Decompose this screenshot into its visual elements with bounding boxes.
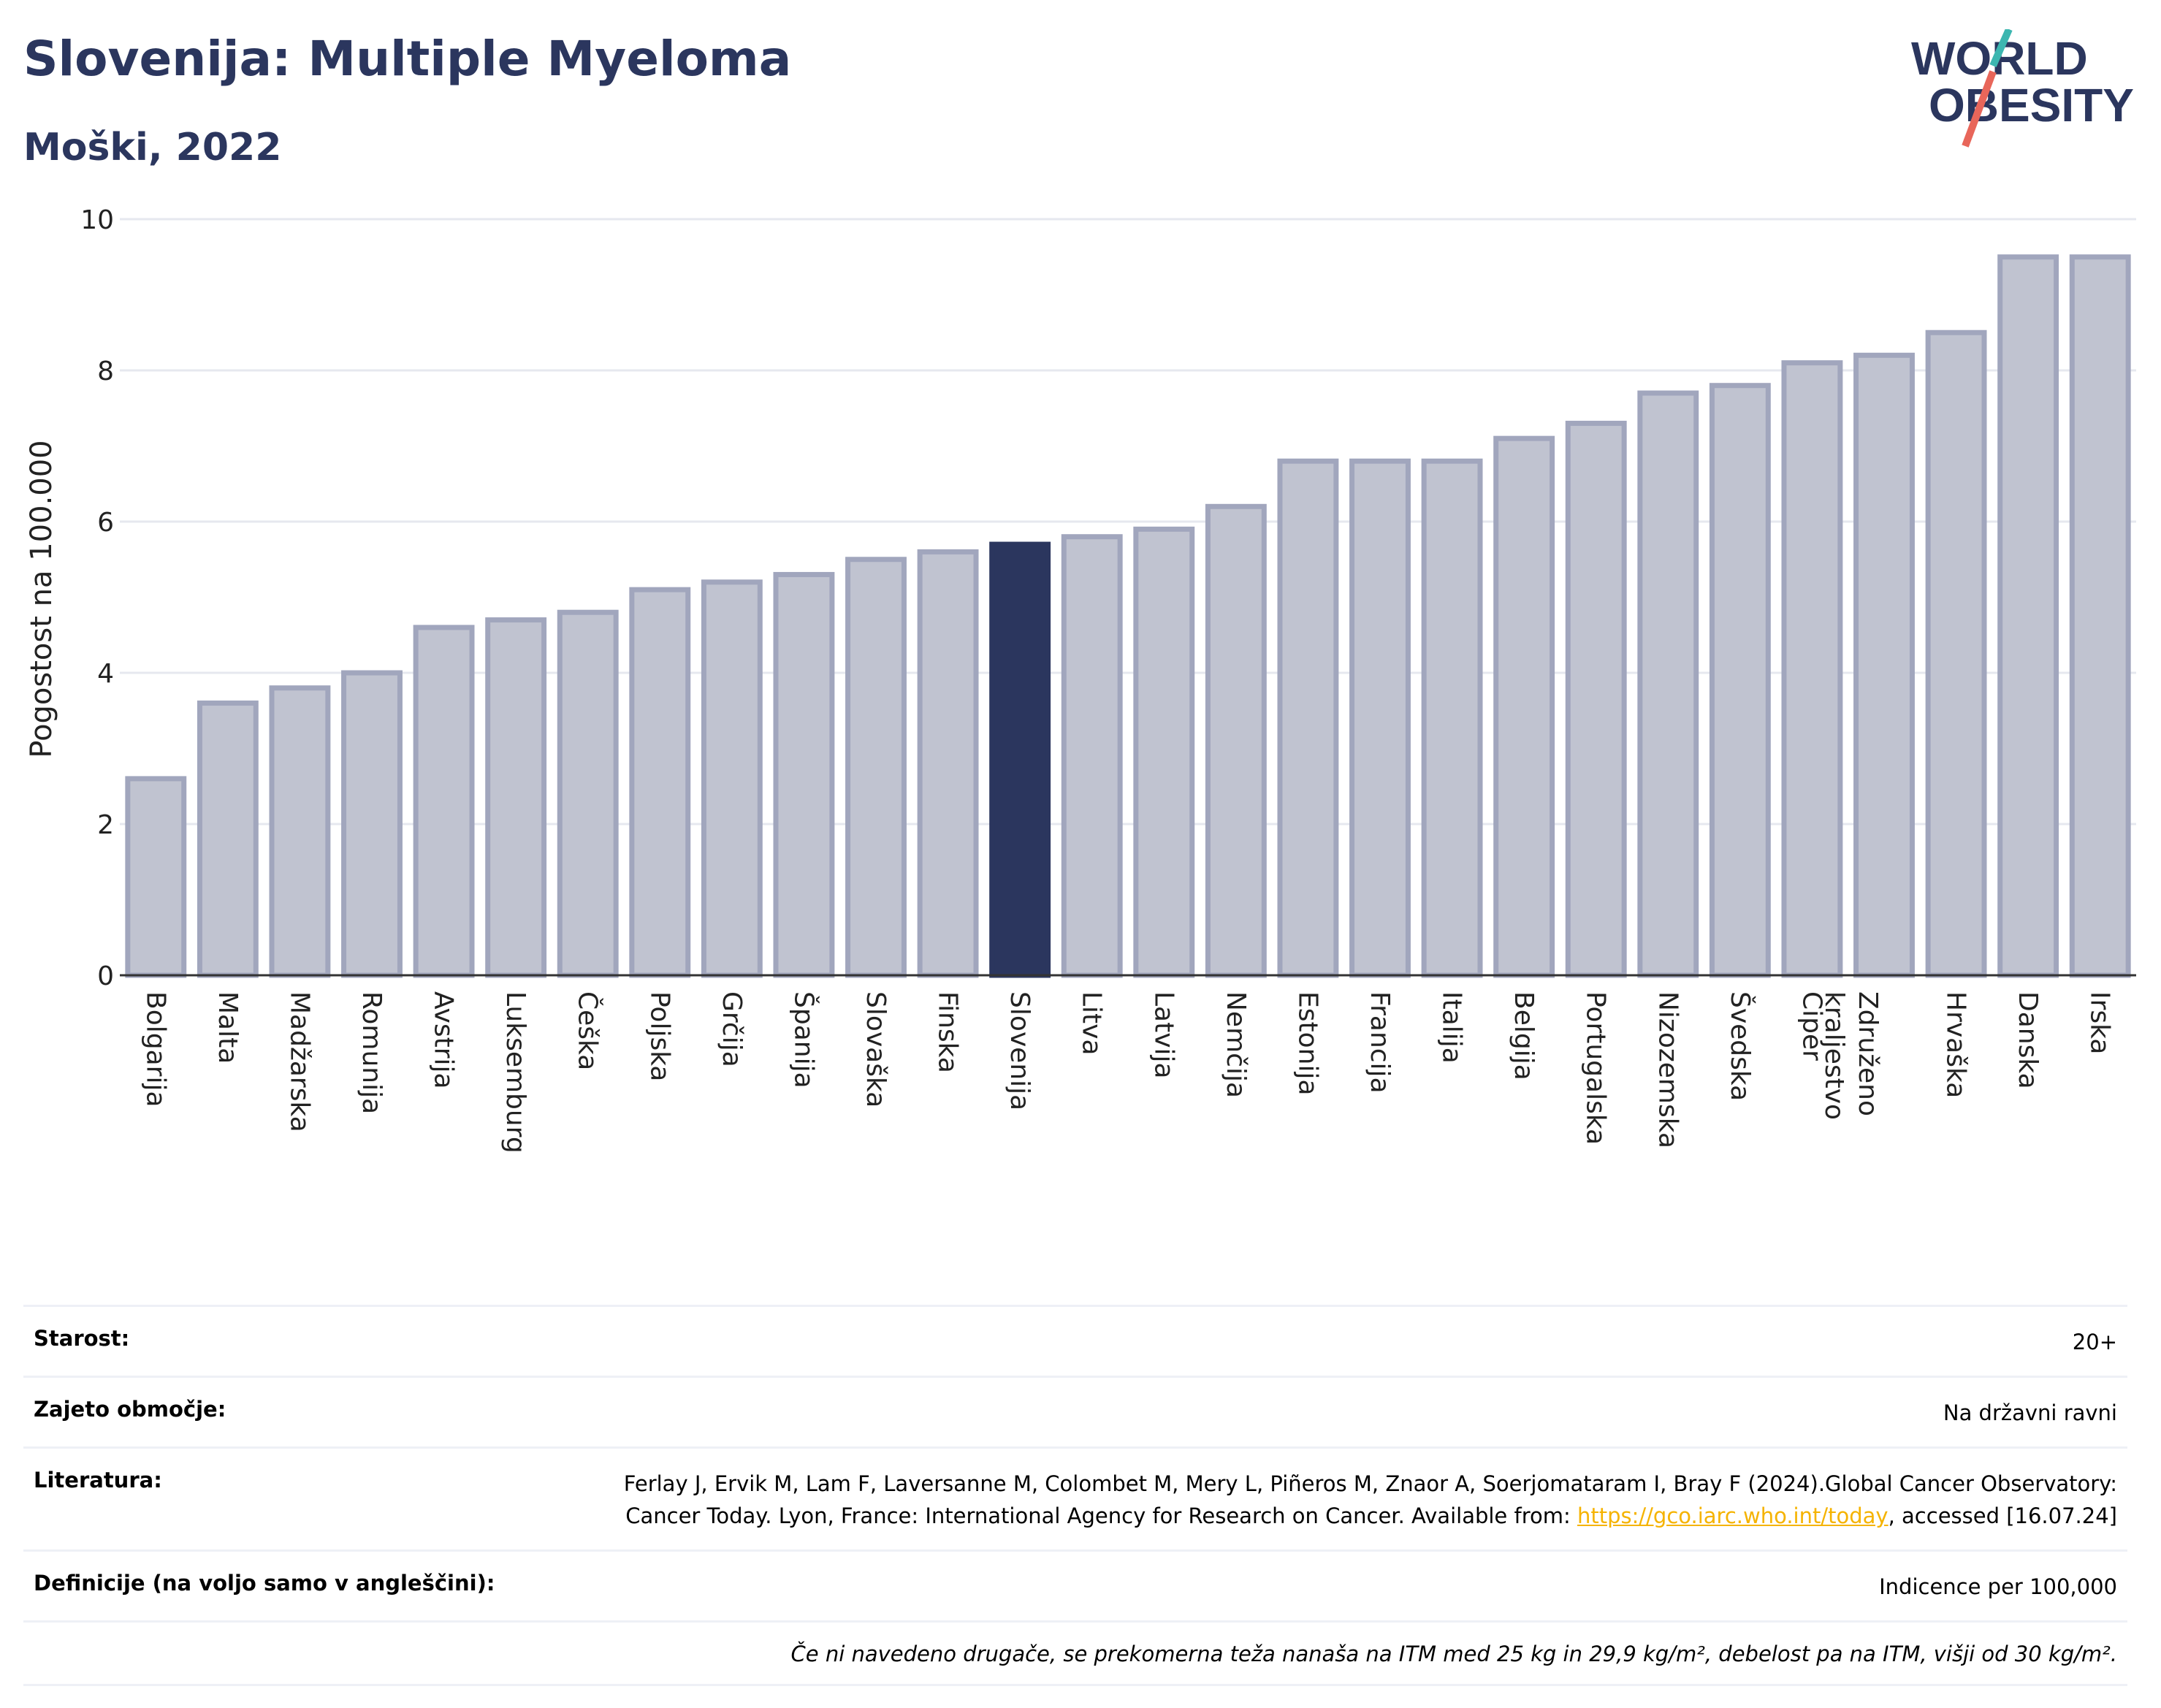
x-tick-label: Španija (788, 991, 819, 1089)
x-tick-label: Portugalska (1581, 991, 1611, 1145)
x-tick-label: Grčija (717, 991, 747, 1067)
logo-slash-teal (1989, 29, 2013, 68)
bar-Bolgarija (125, 776, 187, 978)
x-tick-label: Danska (2013, 991, 2043, 1089)
bar-Hrvaška (1925, 329, 1987, 978)
bar-Španija (773, 571, 835, 978)
x-tick-label: Bolgarija (140, 991, 170, 1107)
x-tick-label: Luksemburg (500, 991, 530, 1154)
bar-Danska (1997, 254, 2059, 978)
bar-Portugalska (1565, 420, 1627, 978)
literature-link[interactable]: https://gco.iarc.who.int/today (1577, 1503, 1889, 1528)
definitions-label: Definicije (na voljo samo v angleščini): (34, 1571, 495, 1595)
x-tick-label: Litva (1077, 991, 1107, 1056)
info-table: Starost: 20+ Zajeto območje: Na državni … (23, 1305, 2127, 1686)
info-row-age: Starost: 20+ (23, 1305, 2127, 1376)
age-label: Starost: (34, 1326, 130, 1351)
footnote: Če ni navedeno drugače, se prekomerna te… (790, 1642, 2117, 1666)
y-axis-ticks: 0 2 4 6 8 10 (80, 205, 114, 991)
bar-Češka (557, 609, 619, 978)
x-tick-label: Češka (573, 991, 603, 1070)
y-tick-label: 8 (97, 357, 114, 386)
info-row-definitions: Definicije (na voljo samo v angleščini):… (23, 1549, 2127, 1620)
age-value: 20+ (2072, 1330, 2117, 1354)
x-tick-label: Finska (933, 991, 963, 1073)
info-row-coverage: Zajeto območje: Na državni ravni (23, 1376, 2127, 1446)
x-tick-label: Belgija (1509, 991, 1539, 1080)
x-tick-label: Irska (2085, 991, 2115, 1054)
x-tick-label: Združenokraljestvo (1819, 991, 1883, 1120)
literature-value: Ferlay J, Ervik M, Lam F, Laversanne M, … (612, 1468, 2117, 1532)
x-tick-label: Ciper (1796, 991, 1826, 1061)
x-tick-label: Švedska (1725, 991, 1756, 1101)
x-tick-label: Romunija (357, 991, 386, 1114)
logo-slash-coral (1962, 70, 1997, 148)
bar-Irska (2069, 254, 2131, 978)
page-subtitle: Moški, 2022 (23, 126, 282, 169)
bar-Avstrija (413, 625, 475, 978)
literature-text: Ferlay J, Ervik M, Lam F, Laversanne M, … (623, 1471, 2117, 1528)
page-title: Slovenija: Multiple Myeloma (23, 31, 792, 87)
logo-word-obesity: OBESITY (1929, 79, 2134, 131)
y-axis-label: Pogostost na 100.000 (25, 440, 58, 758)
x-tick-label: Slovenija (1005, 991, 1034, 1110)
bar-Malta (197, 700, 259, 978)
x-tick-label: Francija (1365, 991, 1395, 1094)
coverage-label: Zajeto območje: (34, 1397, 226, 1422)
bar-Nizozemska (1637, 390, 1699, 978)
bars (125, 254, 2131, 978)
definitions-value: Indicence per 100,000 (1879, 1574, 2117, 1599)
bar-Estonija (1277, 458, 1339, 978)
bar-Ciper (1781, 360, 1843, 978)
bar-Slovenija (989, 541, 1051, 978)
bar-Švedska (1709, 383, 1771, 978)
x-axis-ticks: Bolgarija Malta Madžarska Romunija Avstrija L… (140, 991, 2114, 1154)
literature-accessed: , accessed [16.07.24] (1888, 1503, 2117, 1528)
bar-Luksemburg (485, 617, 547, 978)
y-tick-label: 0 (97, 961, 114, 991)
bar-Francija (1349, 458, 1411, 978)
x-tick-label: Madžarska (284, 991, 314, 1132)
bar-Nemčija (1205, 503, 1267, 978)
y-tick-label: 10 (80, 205, 114, 235)
literature-label: Literatura: (34, 1468, 162, 1492)
x-tick-label: Latvija (1148, 991, 1178, 1079)
bar-Madžarska (269, 685, 331, 978)
x-tick-label: Estonija (1292, 991, 1322, 1096)
bar-Grčija (701, 579, 763, 978)
bar-Finska (917, 549, 979, 978)
info-row-note: Če ni navedeno drugače, se prekomerna te… (23, 1620, 2127, 1686)
x-tick-label: Slovaška (861, 991, 891, 1107)
x-tick-label: Nizozemska (1653, 991, 1682, 1148)
x-tick-label: Italija (1437, 991, 1467, 1064)
bar-Latvija (1133, 526, 1195, 978)
bar-Slovaška (845, 557, 907, 978)
x-tick-label: Malta (213, 991, 243, 1064)
world-obesity-logo: WORLD OBESITY (1911, 29, 2134, 148)
x-tick-label: Avstrija (429, 991, 459, 1089)
x-tick-label: Poljska (644, 991, 674, 1082)
bar-chart: 0 2 4 6 8 10 Bolgarija Malta Madžarska Romunija A… (25, 205, 2136, 1154)
y-tick-label: 6 (97, 508, 114, 538)
bar-Romunija (341, 670, 403, 978)
coverage-value: Na državni ravni (1943, 1400, 2117, 1425)
y-tick-label: 2 (97, 810, 114, 840)
bar-Belgija (1493, 435, 1555, 978)
bar-Italija (1421, 458, 1483, 978)
info-row-literature: Literatura: Ferlay J, Ervik M, Lam F, La… (23, 1446, 2127, 1549)
bar-Združeno kraljestvo (1853, 352, 1915, 978)
bar-Litva (1061, 534, 1123, 978)
bar-Poljska (629, 587, 691, 978)
y-tick-label: 4 (97, 659, 114, 689)
x-tick-label: Hrvaška (1941, 991, 1971, 1098)
x-tick-label: Nemčija (1221, 991, 1251, 1098)
